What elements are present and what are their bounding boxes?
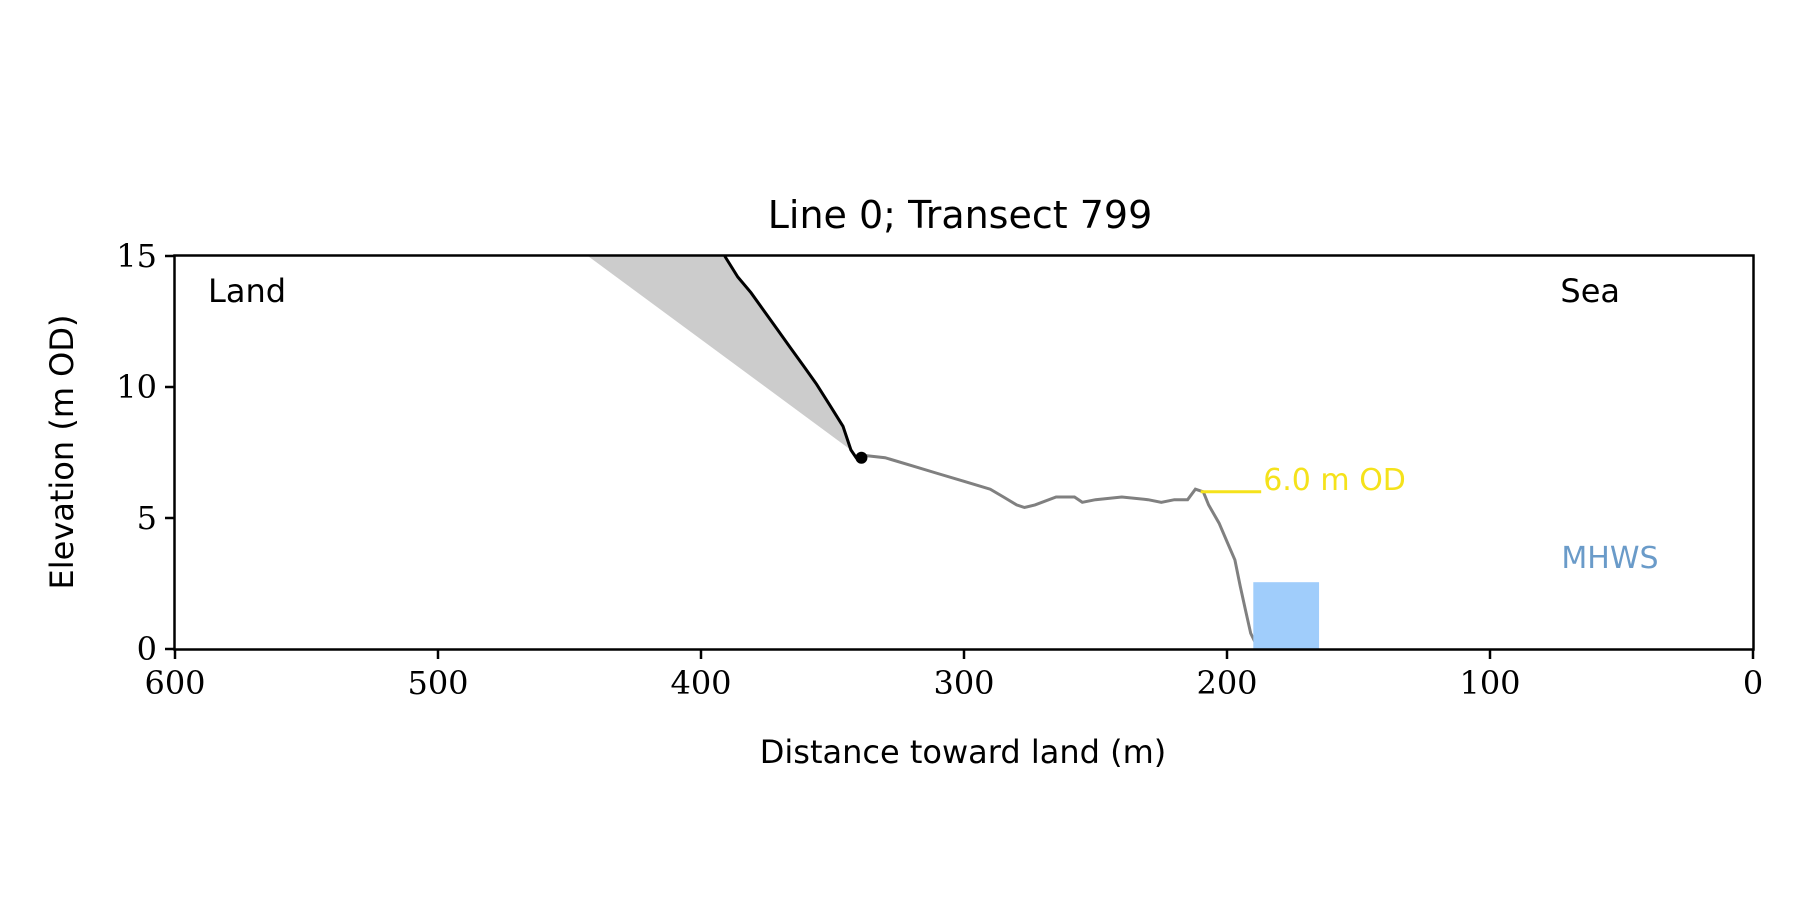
- x-axis-ticks: 600 500 400 300 200 100 0: [144, 649, 1763, 702]
- x-tick-label: 600: [144, 664, 205, 702]
- cliff-line: [723, 255, 862, 460]
- plot-frame: [173, 254, 1755, 651]
- land-label: Land: [208, 272, 286, 310]
- x-tick-label: 200: [1196, 664, 1257, 702]
- x-tick-label: 400: [670, 664, 731, 702]
- chart-title: Line 0; Transect 799: [768, 193, 1153, 237]
- sea-label: Sea: [1560, 272, 1620, 310]
- threshold-label: 6.0 m OD: [1263, 463, 1406, 498]
- y-axis-ticks: 0 5 10 15: [116, 237, 175, 668]
- mhws-label: MHWS: [1561, 541, 1658, 576]
- beach-profile-line: [861, 453, 1260, 650]
- cliff-toe-point: [855, 451, 868, 464]
- x-tick-label: 100: [1459, 664, 1520, 702]
- y-tick-label: 0: [137, 630, 157, 668]
- y-tick-label: 10: [116, 368, 157, 406]
- x-tick-label: 0: [1743, 664, 1763, 702]
- y-axis-label: Elevation (m OD): [43, 315, 81, 590]
- x-tick-label: 300: [933, 664, 994, 702]
- x-tick-label: 500: [407, 664, 468, 702]
- y-tick-label: 15: [116, 237, 157, 275]
- mhws-bar: [1253, 582, 1320, 649]
- cliff-retreat-wedge: [587, 256, 862, 458]
- y-tick-label: 5: [137, 499, 157, 537]
- x-axis-label: Distance toward land (m): [760, 733, 1166, 771]
